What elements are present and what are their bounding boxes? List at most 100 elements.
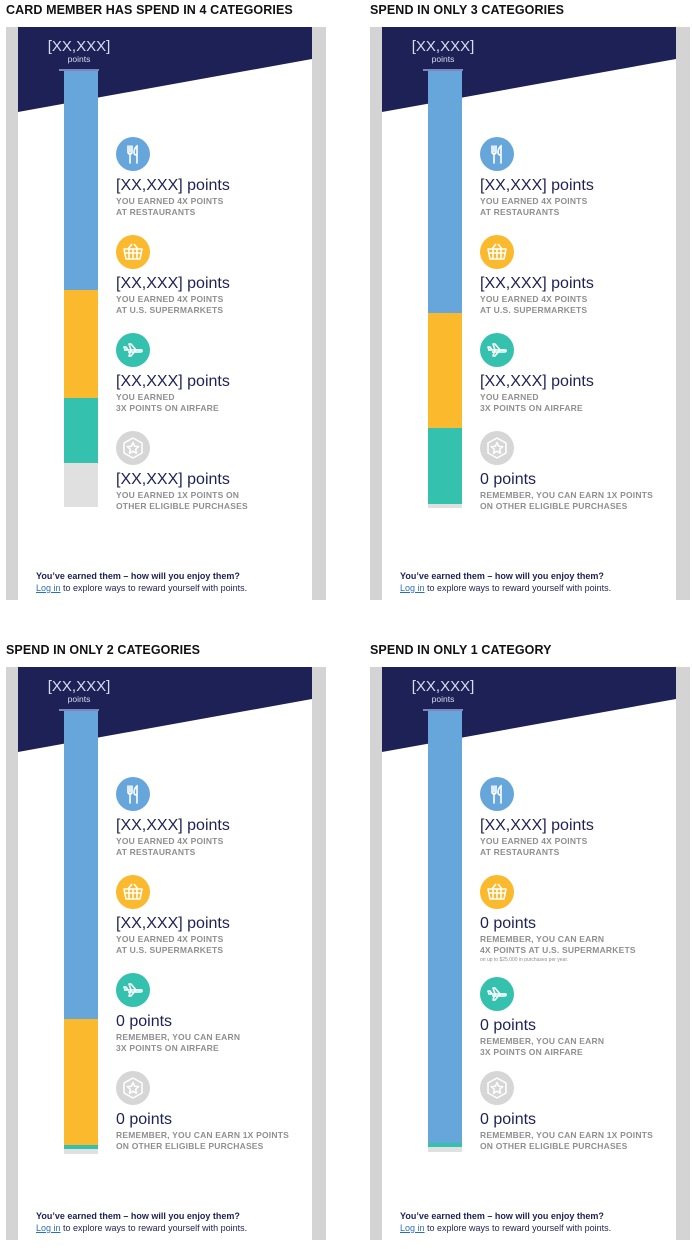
- footer-text: to explore ways to reward yourself with …: [60, 1223, 248, 1233]
- category-restaurants: [XX,XXX] points YOU EARNED 4X POINTS AT R…: [116, 777, 312, 858]
- variant-title: SPEND IN ONLY 1 CATEGORY: [370, 643, 552, 657]
- category-points: [XX,XXX] points: [116, 177, 230, 194]
- category-points: [XX,XXX] points: [480, 373, 594, 390]
- bar-cap: [423, 709, 463, 711]
- variant-panel: CARD MEMBER HAS SPEND IN 4 CATEGORIES [XX…: [6, 3, 328, 617]
- category-other: 0 points REMEMBER, YOU CAN EARN 1X POINTS…: [116, 1071, 312, 1152]
- category-airfare: [XX,XXX] points YOU EARNED 3X POINTS ON A…: [116, 333, 312, 414]
- category-description: REMEMBER, YOU CAN EARN 1X POINTS ON OTHE…: [116, 1130, 289, 1151]
- total-points-unit: points: [431, 54, 455, 64]
- category-restaurants: [XX,XXX] points YOU EARNED 4X POINTS AT R…: [480, 777, 676, 858]
- category-points: [XX,XXX] points: [480, 817, 594, 834]
- login-link[interactable]: Log in: [36, 1223, 61, 1233]
- email-preview-frame: [XX,XXX] points [XX,XXX] points YOU EARNED …: [370, 27, 690, 600]
- variant-title: SPEND IN ONLY 2 CATEGORIES: [6, 643, 201, 657]
- category-points: [XX,XXX] points: [116, 915, 230, 932]
- bar-segment-airfare: [428, 428, 462, 504]
- total-points-value: [XX,XXX]: [47, 38, 111, 55]
- category-points: [XX,XXX] points: [480, 275, 594, 292]
- category-other: [XX,XXX] points YOU EARNED 1X POINTS ON O…: [116, 431, 312, 512]
- airplane-icon: [116, 973, 150, 1007]
- total-points: [XX,XXX] points: [34, 679, 124, 704]
- category-supermarkets: [XX,XXX] points YOU EARNED 4X POINTS AT U…: [116, 875, 312, 956]
- fork-knife-icon: [116, 137, 150, 171]
- total-points-value: [XX,XXX]: [411, 678, 475, 695]
- total-points: [XX,XXX] points: [398, 679, 488, 704]
- bar-segment-other: [64, 463, 98, 507]
- bar-segment-restaurants: [428, 71, 462, 313]
- category-points: [XX,XXX] points: [116, 817, 230, 834]
- basket-icon: [116, 235, 150, 269]
- bar-segment-airfare: [428, 1143, 462, 1147]
- category-restaurants: [XX,XXX] points YOU EARNED 4X POINTS AT R…: [116, 137, 312, 218]
- email-canvas: [XX,XXX] points [XX,XXX] points YOU EARNED …: [382, 667, 676, 1240]
- footer: You’ve earned them – how will you enjoy …: [36, 570, 306, 594]
- bar-segment-restaurants: [64, 71, 98, 290]
- star-hexagon-icon: [116, 431, 150, 465]
- points-bar: [428, 711, 462, 1187]
- category-description: YOU EARNED 4X POINTS AT RESTAURANTS: [116, 836, 224, 857]
- login-link[interactable]: Log in: [400, 583, 425, 593]
- category-description: YOU EARNED 3X POINTS ON AIRFARE: [116, 392, 219, 413]
- bar-segment-other: [428, 1147, 462, 1152]
- category-points: 0 points: [116, 1111, 173, 1128]
- category-description: REMEMBER, YOU CAN EARN 3X POINTS ON AIRF…: [480, 1036, 605, 1057]
- basket-icon: [480, 235, 514, 269]
- category-points: [XX,XXX] points: [116, 471, 230, 488]
- category-other: 0 points REMEMBER, YOU CAN EARN 1X POINTS…: [480, 431, 676, 512]
- variant-title: CARD MEMBER HAS SPEND IN 4 CATEGORIES: [6, 3, 293, 17]
- category-description: REMEMBER, YOU CAN EARN 4X POINTS AT U.S.…: [480, 934, 636, 955]
- category-points: [XX,XXX] points: [116, 275, 230, 292]
- variant-panel: SPEND IN ONLY 2 CATEGORIES [XX,XXX] points…: [6, 643, 328, 1257]
- category-points: 0 points: [480, 1017, 537, 1034]
- login-link[interactable]: Log in: [400, 1223, 425, 1233]
- bar-segment-other: [64, 1149, 98, 1154]
- bar-segment-restaurants: [428, 711, 462, 1143]
- bar-segment-supermarkets: [428, 313, 462, 428]
- bar-cap: [423, 69, 463, 71]
- email-canvas: [XX,XXX] points [XX,XXX] points YOU EARNED …: [382, 27, 676, 600]
- category-description: YOU EARNED 4X POINTS AT RESTAURANTS: [480, 836, 588, 857]
- points-bar: [64, 71, 98, 547]
- category-airfare: [XX,XXX] points YOU EARNED 3X POINTS ON A…: [480, 333, 676, 414]
- bar-cap: [59, 69, 99, 71]
- email-preview-frame: [XX,XXX] points [XX,XXX] points YOU EARNED …: [6, 667, 326, 1240]
- basket-icon: [480, 875, 514, 909]
- bar-segment-airfare: [64, 1145, 98, 1149]
- category-description: YOU EARNED 4X POINTS AT RESTAURANTS: [480, 196, 588, 217]
- email-canvas: [XX,XXX] points [XX,XXX] points YOU EARNED …: [18, 27, 312, 600]
- category-points: 0 points: [480, 1111, 537, 1128]
- category-points: 0 points: [480, 471, 537, 488]
- category-restaurants: [XX,XXX] points YOU EARNED 4X POINTS AT R…: [480, 137, 676, 218]
- category-points: 0 points: [116, 1013, 173, 1030]
- variant-panel: SPEND IN ONLY 3 CATEGORIES [XX,XXX] points…: [370, 3, 692, 617]
- total-points-unit: points: [431, 694, 455, 704]
- email-preview-frame: [XX,XXX] points [XX,XXX] points YOU EARNED …: [6, 27, 326, 600]
- points-bar: [428, 71, 462, 547]
- email-canvas: [XX,XXX] points [XX,XXX] points YOU EARNED …: [18, 667, 312, 1240]
- total-points-unit: points: [67, 694, 91, 704]
- total-points-value: [XX,XXX]: [47, 678, 111, 695]
- category-description: YOU EARNED 4X POINTS AT U.S. SUPERMARKET…: [116, 934, 224, 955]
- category-description: REMEMBER, YOU CAN EARN 3X POINTS ON AIRF…: [116, 1032, 241, 1053]
- bar-segment-other: [428, 504, 462, 508]
- category-description: YOU EARNED 3X POINTS ON AIRFARE: [480, 392, 583, 413]
- star-hexagon-icon: [480, 431, 514, 465]
- login-link[interactable]: Log in: [36, 583, 61, 593]
- category-description: YOU EARNED 4X POINTS AT RESTAURANTS: [116, 196, 224, 217]
- fork-knife-icon: [480, 137, 514, 171]
- bar-segment-supermarkets: [64, 1019, 98, 1145]
- category-description: YOU EARNED 4X POINTS AT U.S. SUPERMARKET…: [480, 294, 588, 315]
- category-supermarkets: 0 points REMEMBER, YOU CAN EARN 4X POINTS…: [480, 875, 676, 964]
- category-supermarkets: [XX,XXX] points YOU EARNED 4X POINTS AT U…: [480, 235, 676, 316]
- footer-text: to explore ways to reward yourself with …: [424, 583, 612, 593]
- footer-heading: You’ve earned them – how will you enjoy …: [400, 571, 604, 581]
- fork-knife-icon: [480, 777, 514, 811]
- category-points: [XX,XXX] points: [116, 373, 230, 390]
- category-supermarkets: [XX,XXX] points YOU EARNED 4X POINTS AT U…: [116, 235, 312, 316]
- bar-segment-supermarkets: [64, 290, 98, 398]
- footer-text: to explore ways to reward yourself with …: [60, 583, 248, 593]
- basket-icon: [116, 875, 150, 909]
- category-description: YOU EARNED 1X POINTS ON OTHER ELIGIBLE P…: [116, 490, 248, 511]
- category-points: 0 points: [480, 915, 537, 932]
